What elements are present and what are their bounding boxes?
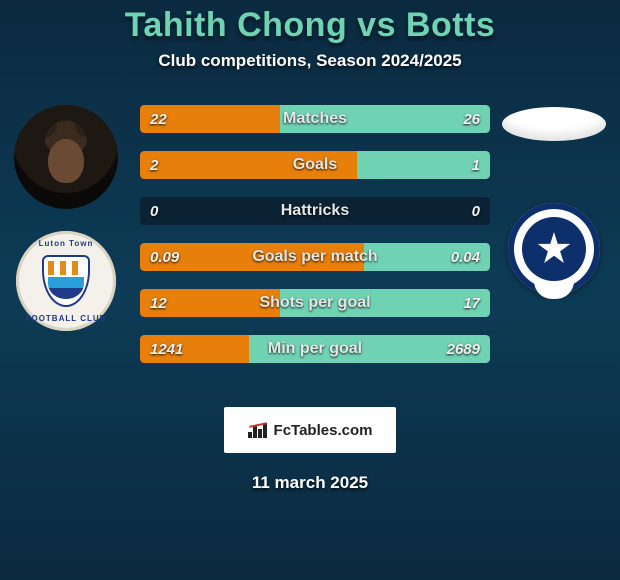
- stat-value-left: 0: [150, 197, 158, 225]
- stat-row: Shots per goal1217: [140, 289, 490, 317]
- stat-bar-left: [140, 151, 357, 179]
- stat-bar-right: [249, 335, 490, 363]
- brand-box[interactable]: FcTables.com: [224, 407, 396, 453]
- stat-row: Hattricks0 0: [140, 197, 490, 225]
- stat-row: Min per goal12412689: [140, 335, 490, 363]
- stat-bar-right: [280, 105, 490, 133]
- stat-bar-left: [140, 105, 280, 133]
- stat-row: Matches2226: [140, 105, 490, 133]
- stat-bar-right: [280, 289, 490, 317]
- stat-bar-left: [140, 289, 280, 317]
- date-text: 11 march 2025: [0, 473, 620, 493]
- page-subtitle: Club competitions, Season 2024/2025: [0, 51, 620, 71]
- brand-chart-icon: [248, 422, 268, 438]
- stat-bars: Matches2226 Goals21 Hattricks0 0 Goals per m…: [140, 105, 490, 363]
- club-left-badge-bottom: FOOTBALL CLUB: [16, 314, 116, 323]
- player-left-avatar: [14, 105, 118, 209]
- stat-bar-right: [357, 151, 490, 179]
- stat-bar-left: [140, 335, 249, 363]
- stat-row: Goals per match0.090.04: [140, 243, 490, 271]
- player-left-column: Luton Town FOOTBALL CLUB: [6, 105, 126, 331]
- stat-row: Goals21: [140, 151, 490, 179]
- crescent-icon: [534, 281, 574, 299]
- player-right-column: [494, 105, 614, 295]
- stat-label: Hattricks: [140, 197, 490, 225]
- comparison-area: Luton Town FOOTBALL CLUB Matches2226 Goal…: [0, 105, 620, 385]
- club-left-badge: Luton Town FOOTBALL CLUB: [16, 231, 116, 331]
- stat-value-right: 0: [472, 197, 480, 225]
- brand-text: FcTables.com: [274, 422, 373, 439]
- player-right-avatar: [502, 107, 606, 141]
- page-title: Tahith Chong vs Botts: [0, 6, 620, 45]
- club-right-badge: [508, 203, 600, 295]
- content: Tahith Chong vs Botts Club competitions,…: [0, 0, 620, 493]
- stat-bar-left: [140, 243, 364, 271]
- club-left-badge-top: Luton Town: [16, 239, 116, 248]
- star-icon: [537, 232, 571, 266]
- stat-bar-right: [364, 243, 490, 271]
